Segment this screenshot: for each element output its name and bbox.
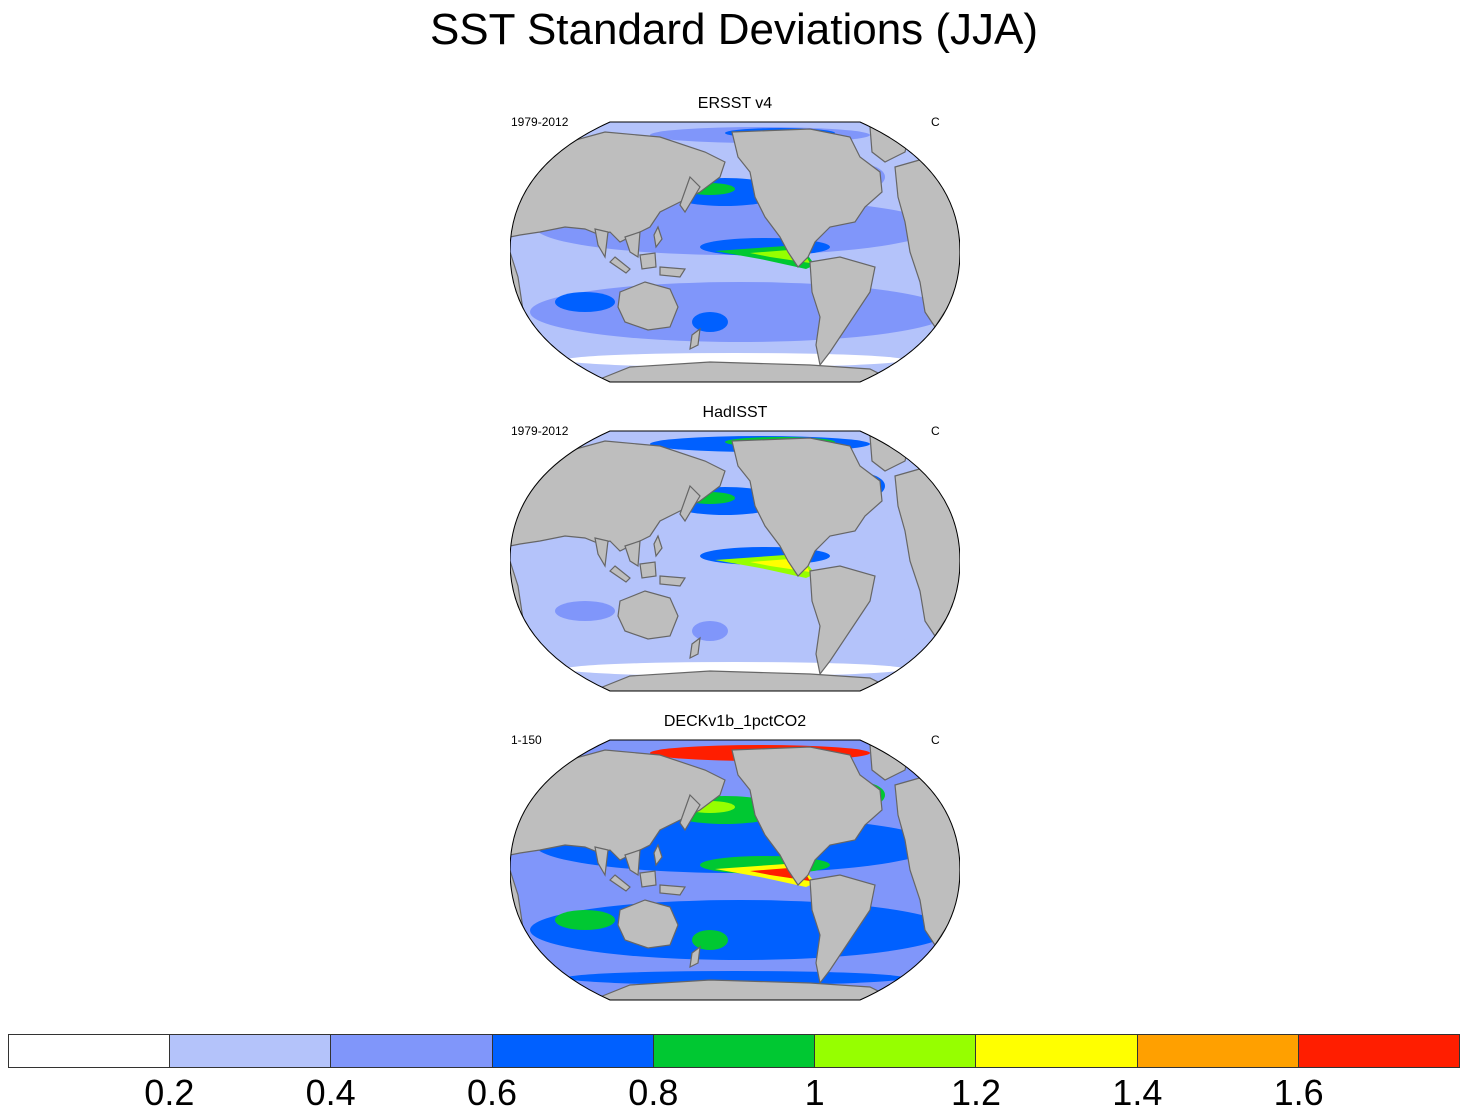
sst-southern-indian-patch [555, 292, 615, 312]
island-sumatra [609, 256, 631, 274]
island-new-zealand [689, 636, 701, 660]
colorbar-box [9, 1035, 171, 1067]
colorbar-labels: 0.2 0.4 0.6 0.8 1 1.2 1.4 1.6 [0, 1072, 1468, 1116]
island-borneo [639, 252, 657, 270]
continent-eurasia [510, 131, 726, 243]
colorbar-box [1298, 1035, 1459, 1067]
island-new-guinea [659, 575, 687, 587]
continent-india [594, 846, 609, 877]
sst-southern-pacific-patch [692, 930, 728, 950]
panel-units-label: C [931, 424, 940, 438]
sst-subtropical-south [530, 900, 950, 960]
colorbar-tick-label: 0.4 [305, 1072, 356, 1113]
island-japan [679, 484, 701, 523]
panel-period-label: 1979-2012 [511, 424, 569, 438]
colorbar-box [815, 1035, 977, 1067]
sst-subtropical-south [530, 591, 950, 651]
colorbar-tick-label: 0.6 [466, 1072, 518, 1113]
continent-antarctica [598, 979, 892, 1000]
sst-subtropical-south [530, 282, 950, 342]
continent-se-asia [624, 540, 641, 568]
island-new-guinea [659, 884, 687, 896]
sst-southern-pacific-patch [692, 621, 728, 641]
colorbar-tick-label: 1.4 [1112, 1072, 1163, 1113]
panel-units-label: C [931, 115, 940, 129]
map-panel-deck: DECKv1b_1pctCO2 1-150 C [505, 713, 965, 1013]
continent-se-asia [624, 849, 641, 877]
island-philippines [653, 843, 663, 867]
continent-antarctica [598, 361, 892, 382]
continent-north-america [731, 437, 883, 577]
colorbar-box [653, 1035, 816, 1067]
continent-india [594, 537, 609, 568]
map-panel-hadisst: HadISST 1979-2012 C [505, 404, 965, 704]
island-new-zealand [689, 945, 701, 969]
colorbar-tick-label: 0.2 [144, 1072, 195, 1113]
panel-title: DECKv1b_1pctCO2 [663, 713, 807, 730]
world-map-sst [510, 121, 960, 383]
world-map-sst [510, 430, 960, 692]
world-map-sst [510, 739, 960, 1001]
island-philippines [653, 225, 663, 249]
continent-south-america [809, 256, 876, 367]
island-sumatra [609, 874, 631, 892]
panel-title: ERSST v4 [697, 95, 773, 112]
continent-north-america [731, 128, 883, 268]
colorbar-tick-label: 1.6 [1273, 1072, 1324, 1113]
continent-south-america [809, 565, 876, 676]
continent-australia [617, 590, 679, 640]
continent-south-america [809, 874, 876, 985]
continent-india [594, 228, 609, 259]
colorbar-tick-label: 0.8 [628, 1072, 679, 1113]
continent-eurasia [510, 440, 726, 552]
sst-southern-indian-patch [555, 601, 615, 621]
map-panel-ersst: ERSST v4 1979-2012 C [505, 95, 965, 395]
island-sumatra [609, 565, 631, 583]
colorbar-box [1137, 1035, 1299, 1067]
continent-north-america [731, 746, 883, 886]
colorbar [8, 1034, 1460, 1068]
island-borneo [639, 561, 657, 579]
panel-period-label: 1979-2012 [511, 115, 569, 129]
continent-eurasia [510, 749, 726, 861]
colorbar-tick-label: 1 [804, 1072, 825, 1113]
colorbar-box [976, 1035, 1138, 1067]
continent-antarctica [598, 670, 892, 691]
map-outline [510, 739, 960, 1001]
colorbar-box [331, 1035, 493, 1067]
colorbar-box [492, 1035, 654, 1067]
continent-se-asia [624, 231, 641, 259]
island-philippines [653, 534, 663, 558]
figure-title: SST Standard Deviations (JJA) [429, 5, 1039, 54]
colorbar-box [170, 1035, 332, 1067]
island-new-zealand [689, 327, 701, 351]
colorbar-tick-label: 1.2 [950, 1072, 1002, 1113]
panel-period-label: 1-150 [511, 733, 542, 747]
island-borneo [639, 870, 657, 888]
island-new-guinea [659, 266, 687, 278]
continent-australia [617, 899, 679, 949]
map-outline [510, 121, 960, 383]
continent-australia [617, 281, 679, 331]
sst-southern-pacific-patch [692, 312, 728, 332]
map-outline [510, 430, 960, 692]
panel-units-label: C [931, 733, 940, 747]
panel-title: HadISST [702, 404, 768, 421]
island-japan [679, 175, 701, 214]
sst-southern-indian-patch [555, 910, 615, 930]
island-japan [679, 793, 701, 832]
